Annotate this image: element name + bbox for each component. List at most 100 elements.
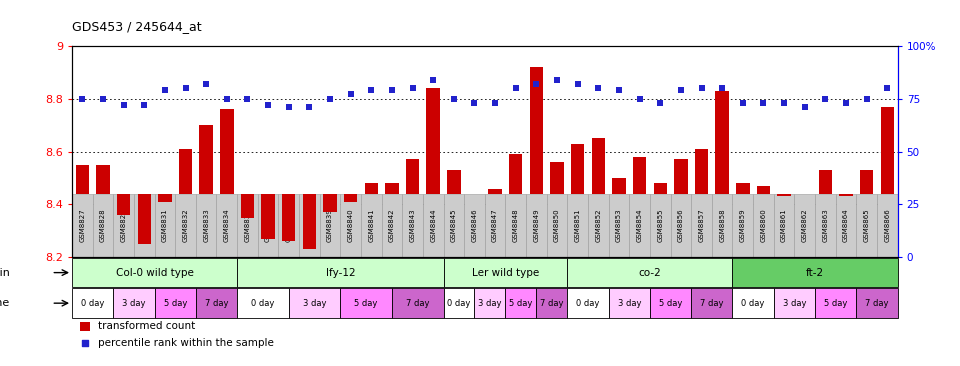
Bar (856, 288, 898, 318)
Bar (774, 288, 815, 318)
Bar (489, 188, 502, 194)
Text: 5 day: 5 day (163, 299, 187, 308)
Bar (877, 194, 898, 257)
Bar (670, 194, 691, 257)
Point (632, 96, 647, 102)
Bar (340, 194, 361, 257)
Point (78, 340, 93, 346)
Text: 5 day: 5 day (824, 299, 848, 308)
Bar (422, 194, 444, 257)
Text: Col-0 wild type: Col-0 wild type (115, 268, 194, 277)
Bar (196, 194, 217, 257)
Bar (220, 109, 233, 194)
Bar (856, 194, 876, 257)
Bar (117, 194, 131, 215)
Point (178, 85, 193, 91)
Text: GSM8843: GSM8843 (410, 209, 416, 242)
Point (797, 104, 812, 110)
Bar (732, 288, 774, 318)
Text: GSM8835: GSM8835 (245, 209, 251, 242)
Bar (324, 194, 337, 212)
Bar (406, 160, 420, 194)
Bar (237, 288, 289, 318)
Point (95, 96, 110, 102)
Point (260, 102, 276, 108)
Point (446, 96, 462, 102)
Bar (447, 170, 461, 194)
Text: lfy-12: lfy-12 (325, 268, 355, 277)
Bar (695, 149, 708, 194)
Point (714, 85, 730, 91)
Point (590, 85, 606, 91)
Bar (261, 194, 275, 239)
Text: GSM8866: GSM8866 (884, 209, 890, 242)
Bar (257, 194, 278, 257)
Point (467, 100, 482, 106)
Bar (299, 194, 320, 257)
Bar (465, 194, 485, 257)
Point (199, 81, 214, 87)
Text: GSM8853: GSM8853 (616, 209, 622, 242)
Text: GSM8828: GSM8828 (100, 209, 106, 242)
Point (323, 96, 338, 102)
Bar (774, 194, 795, 257)
Text: GSM8849: GSM8849 (534, 209, 540, 242)
Text: 0 day: 0 day (576, 299, 600, 308)
Text: 3 day: 3 day (782, 299, 806, 308)
Point (879, 85, 895, 91)
Point (777, 100, 792, 106)
Bar (485, 194, 505, 257)
Text: GSM8850: GSM8850 (554, 209, 560, 242)
Bar (444, 288, 474, 318)
Bar (113, 194, 134, 257)
Bar (754, 194, 774, 257)
Bar (392, 288, 444, 318)
Bar (547, 194, 567, 257)
Bar (526, 194, 546, 257)
Bar (609, 288, 650, 318)
Text: GSM8852: GSM8852 (595, 209, 601, 242)
Bar (340, 288, 392, 318)
Text: co-2: co-2 (638, 268, 661, 277)
Text: GSM8863: GSM8863 (823, 209, 828, 242)
Bar (241, 194, 254, 218)
Text: GSM8862: GSM8862 (802, 209, 807, 242)
Text: GSM8831: GSM8831 (162, 209, 168, 242)
Text: 7 day: 7 day (406, 299, 429, 308)
Text: 0 day: 0 day (81, 299, 105, 308)
Bar (155, 288, 196, 318)
Bar (691, 194, 712, 257)
Bar (550, 162, 564, 194)
Bar (365, 183, 378, 194)
Bar (444, 194, 465, 257)
Point (838, 100, 853, 106)
Bar (155, 194, 175, 257)
Bar (691, 288, 732, 318)
Bar (711, 194, 732, 257)
Text: GSM8846: GSM8846 (471, 209, 477, 242)
Text: GSM8836: GSM8836 (265, 209, 271, 242)
Text: GSM8833: GSM8833 (204, 209, 209, 242)
Text: 3 day: 3 day (478, 299, 502, 308)
Bar (72, 288, 113, 318)
Bar (200, 125, 213, 194)
Point (488, 100, 503, 106)
Point (157, 87, 173, 93)
Bar (72, 194, 92, 257)
Point (219, 96, 234, 102)
Bar (302, 194, 316, 249)
Point (240, 96, 255, 102)
Bar (196, 288, 237, 318)
Text: strain: strain (0, 268, 10, 277)
Point (281, 104, 297, 110)
Text: GSM8864: GSM8864 (843, 209, 849, 242)
Text: GSM8832: GSM8832 (182, 209, 188, 242)
Text: time: time (0, 298, 10, 308)
Point (508, 85, 523, 91)
Point (75, 96, 90, 102)
Text: 0 day: 0 day (741, 299, 765, 308)
Bar (509, 154, 522, 194)
Text: 7 day: 7 day (204, 299, 228, 308)
Bar (835, 194, 856, 257)
Point (570, 81, 586, 87)
